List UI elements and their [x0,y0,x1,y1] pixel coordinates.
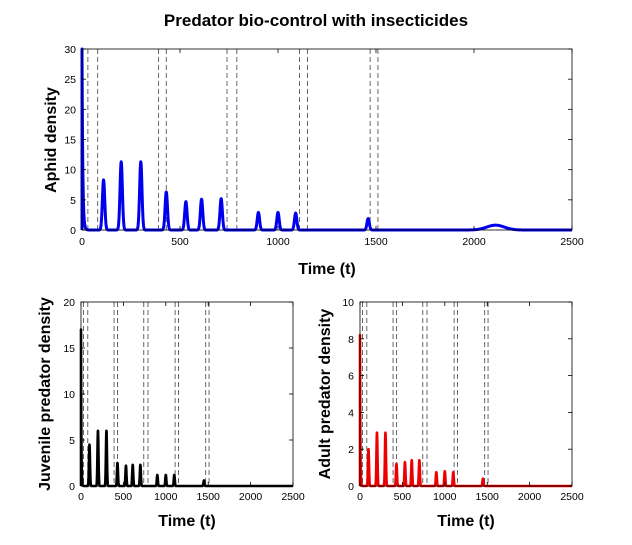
y-tick-label: 10 [63,389,75,401]
x-tick-label: 500 [115,491,133,503]
y-tick-label: 0 [348,481,354,493]
juvenile-predator-chart: 0 500 1000 1500 2000 2500 0 5 10 15 20 Time (t) Juve… [37,297,305,530]
y-tick-label: 20 [63,297,75,309]
x-tick-label: 0 [357,491,363,503]
adult-y-axis-label: Adult predator density [317,309,334,480]
y-tick-label: 30 [64,44,76,56]
juvenile-plot-frame [80,301,294,487]
aphid-density-chart: 0 500 1000 1500 2000 2500 0 5 10 15 20 25 30 Time (t)… [43,44,584,278]
y-tick-label: 10 [342,297,354,309]
y-tick-label: 2 [348,444,354,456]
y-tick-label: 0 [69,481,75,493]
x-tick-label: 1000 [154,491,178,503]
figure-title: Predator bio-control with insecticides [164,11,468,30]
adult-plot-frame [359,301,573,487]
aphid-x-axis-label: Time (t) [298,261,355,278]
x-tick-label: 1500 [476,491,500,503]
x-tick-label: 1000 [266,236,290,248]
adult-series-line [358,333,574,488]
x-tick-label: 2500 [560,491,584,503]
x-tick-label: 0 [78,491,84,503]
y-tick-label: 8 [348,334,354,346]
y-tick-label: 20 [64,104,76,116]
x-tick-label: 500 [171,236,189,248]
x-tick-label: 500 [394,491,412,503]
x-tick-label: 1500 [197,491,221,503]
x-tick-label: 1500 [364,236,388,248]
aphid-y-axis-label: Aphid density [43,87,60,193]
adult-predator-chart: 0 500 1000 1500 2000 2500 0 2 4 6 8 10 Time (t) Adult… [317,297,584,530]
juvenile-x-axis-label: Time (t) [158,513,215,530]
x-tick-label: 2000 [518,491,542,503]
x-tick-label: 2500 [560,236,584,248]
aphid-series-line [80,47,574,232]
y-tick-label: 6 [348,371,354,383]
y-tick-label: 10 [64,165,76,177]
x-tick-label: 1000 [433,491,457,503]
x-tick-label: 0 [79,236,85,248]
y-tick-label: 15 [64,135,76,147]
adult-x-axis-label: Time (t) [437,513,494,530]
x-tick-label: 2000 [462,236,486,248]
x-tick-label: 2000 [239,491,263,503]
x-tick-label: 2500 [281,491,305,503]
juvenile-series-line [79,328,295,488]
y-tick-label: 0 [70,225,76,237]
juvenile-y-axis-label: Juvenile predator density [37,297,54,491]
y-tick-label: 15 [63,343,75,355]
y-tick-label: 4 [348,407,354,419]
y-tick-label: 5 [69,435,75,447]
y-tick-label: 25 [64,74,76,86]
aphid-plot-frame [81,48,573,231]
y-tick-label: 5 [70,195,76,207]
